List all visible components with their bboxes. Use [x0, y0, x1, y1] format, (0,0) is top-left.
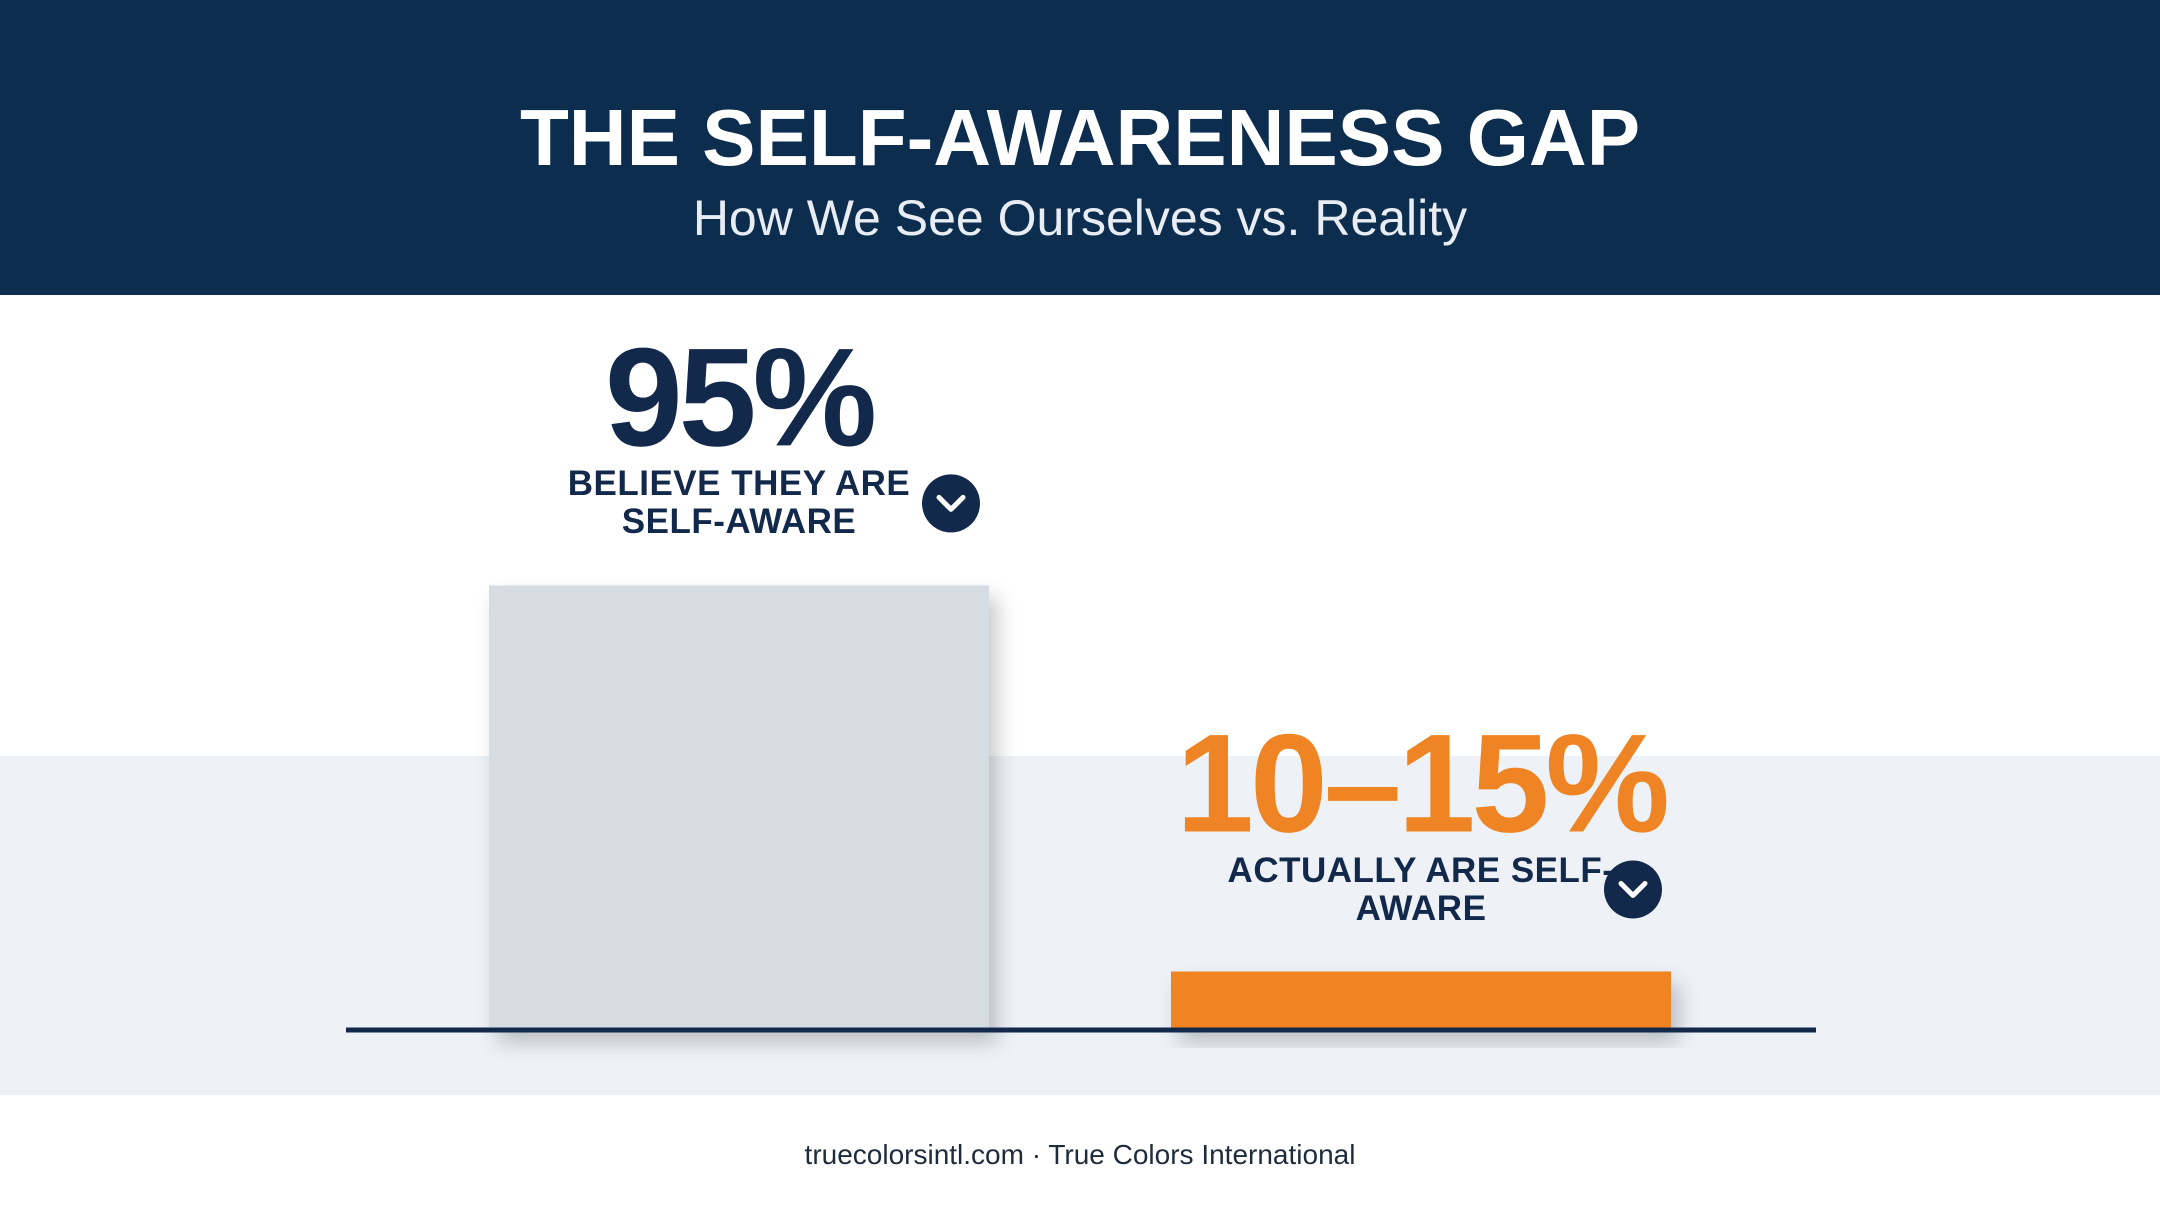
- bar: [489, 585, 989, 1030]
- floor-band: [0, 756, 2160, 1095]
- chevron-icon: [922, 474, 980, 533]
- chevron-icon: [1604, 860, 1662, 919]
- chevron-circle: [1604, 860, 1662, 919]
- category-label: BELIEVE THEY ARE SELF-AWARE: [567, 464, 911, 542]
- chevron: [936, 494, 966, 512]
- chevron: [1618, 881, 1648, 898]
- value-label: 95%: [605, 318, 874, 475]
- source: truecolorsintl.com · True Colors Interna…: [805, 1139, 1356, 1170]
- chevron-circle: [922, 474, 980, 533]
- category-label: ACTUALLY ARE SELF-AWARE: [1227, 850, 1615, 928]
- header-band: [0, 0, 2160, 295]
- chart-title: THE SELF-AWARENESS GAP: [520, 93, 1640, 182]
- bar: [1171, 971, 1671, 1030]
- chart-subtitle: How We See Ourselves vs. Reality: [693, 190, 1467, 246]
- value-label: 10–15%: [1176, 705, 1666, 862]
